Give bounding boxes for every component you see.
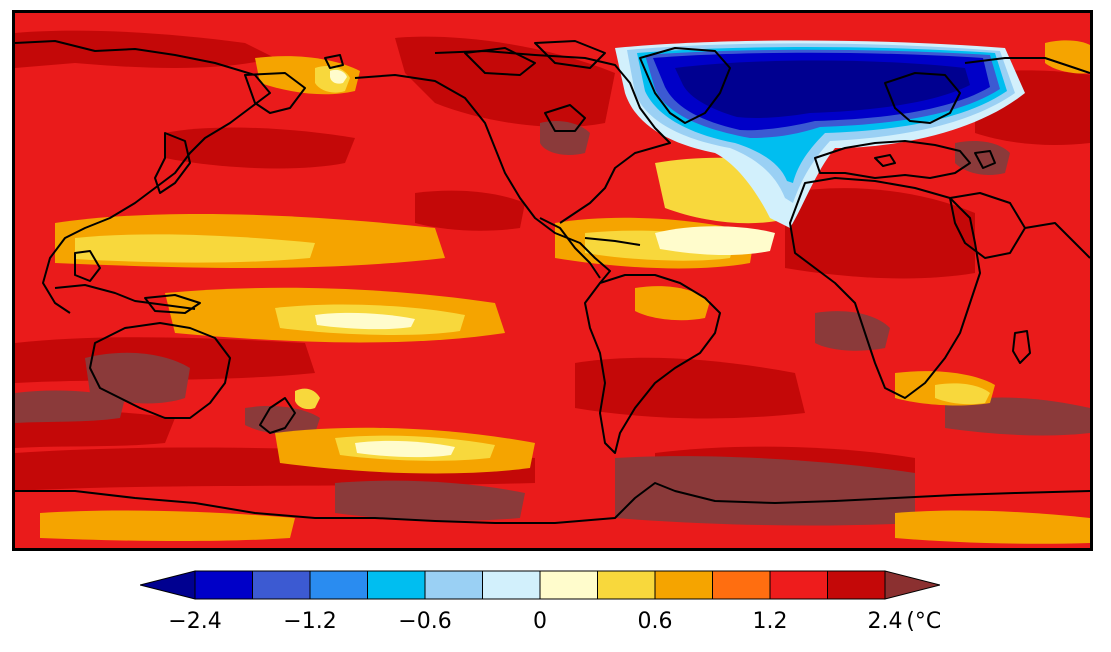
anomaly-patch	[895, 510, 1090, 544]
colorbar-swatch	[539, 570, 598, 600]
anomaly-field	[15, 30, 1090, 544]
colorbar-unit-label: (°C)	[906, 609, 940, 634]
coastline	[584, 237, 641, 246]
coastline	[949, 192, 1026, 259]
anomaly-patch	[415, 190, 525, 231]
colorbar-tick-label: −1.2	[283, 609, 336, 634]
coastline	[1024, 222, 1090, 259]
anomaly-patch	[295, 388, 320, 410]
coastline	[259, 397, 296, 434]
anomaly-patch	[165, 127, 355, 169]
anomaly-patch	[85, 352, 190, 404]
coastline	[15, 482, 1090, 524]
coastline	[324, 54, 344, 69]
anomaly-patch	[335, 480, 525, 521]
coastline	[974, 150, 996, 169]
coastlines	[15, 40, 1090, 524]
colorbar: −2.4 −1.2 −0.6 0 0.6 1.2 2.4 (°C)	[140, 570, 940, 634]
coastline	[539, 217, 601, 279]
coastline	[584, 274, 721, 454]
colorbar-swatch	[424, 570, 483, 600]
anomaly-patch	[40, 510, 295, 542]
coastline	[534, 40, 606, 69]
colorbar-swatch	[597, 570, 656, 600]
anomaly-patch	[330, 69, 347, 84]
temperature-anomaly-map	[15, 30, 1090, 544]
colorbar-swatch	[827, 570, 886, 600]
coastline	[89, 322, 231, 419]
anomaly-patch	[395, 36, 615, 127]
colorbar-swatch	[654, 570, 713, 600]
anomaly-patch	[675, 60, 970, 118]
anomaly-patch	[955, 141, 1010, 175]
colorbar-max-arrow	[884, 570, 940, 600]
coastline	[639, 47, 731, 124]
coastline	[464, 47, 536, 76]
colorbar-swatch	[194, 570, 253, 600]
colorbar-swatch	[769, 570, 828, 600]
coastline	[884, 72, 961, 124]
anomaly-patch	[815, 311, 890, 351]
coastline	[434, 50, 671, 224]
colorbar-swatch	[252, 570, 311, 600]
coastline	[964, 57, 1090, 74]
colorbar-tick-label: −2.4	[168, 609, 221, 634]
colorbar-min-arrow	[140, 570, 196, 600]
anomaly-patch	[785, 188, 975, 279]
coastline	[144, 294, 201, 314]
coastline	[874, 154, 896, 167]
coastline	[1012, 330, 1031, 364]
coastline	[354, 74, 611, 284]
colorbar-tick-label: 0.6	[638, 609, 673, 634]
anomaly-patch	[635, 286, 710, 321]
coastline	[814, 140, 971, 179]
coastline	[789, 177, 981, 399]
coastline	[54, 284, 196, 310]
anomaly-patch	[15, 30, 275, 69]
anomaly-patch	[540, 121, 590, 155]
colorbar-swatch	[309, 570, 368, 600]
colorbar-tick-label: 2.4	[868, 609, 903, 634]
anomaly-patch	[355, 440, 455, 458]
map-frame	[12, 10, 1093, 551]
anomaly-patch	[575, 357, 805, 419]
anomaly-patch	[75, 234, 315, 263]
colorbar-tick-labels: −2.4 −1.2 −0.6 0 0.6 1.2 2.4	[168, 609, 902, 634]
anomaly-patch	[315, 312, 415, 330]
colorbar-swatches	[194, 570, 886, 600]
colorbar-tick-label: 1.2	[753, 609, 788, 634]
anomaly-patch	[615, 456, 915, 526]
colorbar-swatch	[367, 570, 426, 600]
anomaly-patch	[935, 383, 990, 405]
anomaly-patch	[15, 390, 125, 423]
colorbar-swatch	[712, 570, 771, 600]
coastline	[154, 132, 191, 194]
colorbar-swatch	[482, 570, 541, 600]
coastline	[244, 72, 306, 114]
coastline	[15, 40, 271, 314]
colorbar-tick-label: −0.6	[398, 609, 451, 634]
anomaly-patch	[945, 397, 1090, 436]
coastline	[544, 104, 586, 132]
coastline	[74, 250, 101, 282]
anomaly-patch	[1045, 40, 1090, 74]
colorbar-tick-label: 0	[533, 609, 547, 634]
anomaly-patch	[655, 226, 775, 256]
